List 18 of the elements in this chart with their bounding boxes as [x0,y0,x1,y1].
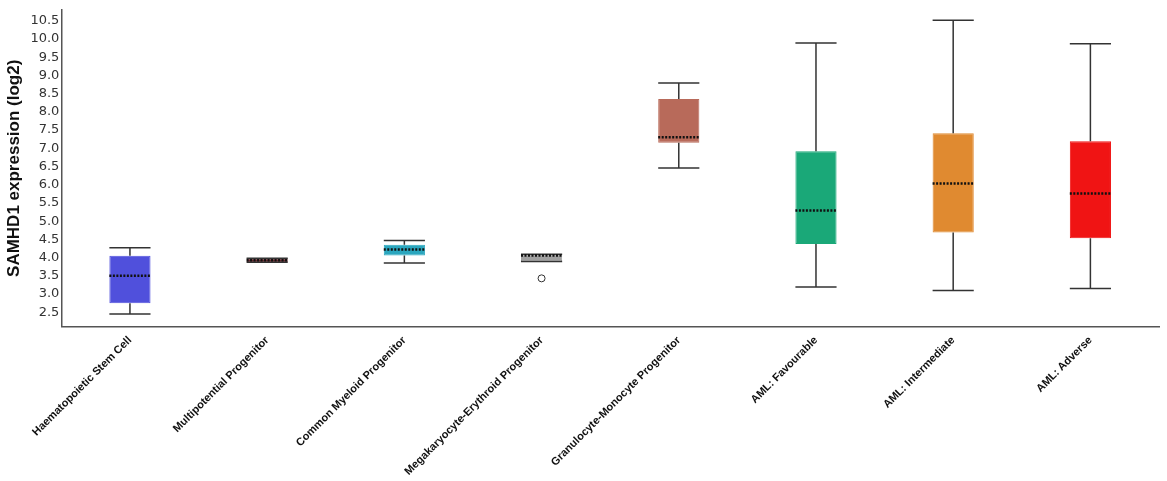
y-tick-label: 7.0 [38,139,60,155]
y-axis-title: SAMHD1 expression (log2) [3,59,23,277]
y-tick-label: 3.5 [38,267,60,283]
y-tick-label: 8.0 [38,103,60,119]
y-tick-label: 8.5 [38,84,60,100]
y-tick-label: 2.5 [38,303,60,319]
y-tick-label: 7.5 [38,121,60,137]
y-tick-label: 4.5 [38,230,60,246]
y-tick-label: 9.0 [38,66,60,82]
y-tick-label: 6.5 [38,157,60,173]
y-tick-label: 6.0 [38,176,60,192]
y-tick-label: 5.0 [38,212,60,228]
y-tick-label: 10.5 [30,12,60,28]
y-tick-label: 10.0 [30,30,60,46]
y-tick-label: 3.0 [38,285,60,301]
y-tick-label: 4.0 [38,248,60,264]
y-tick-label: 9.5 [38,48,60,64]
y-tick-label: 5.5 [38,194,60,210]
